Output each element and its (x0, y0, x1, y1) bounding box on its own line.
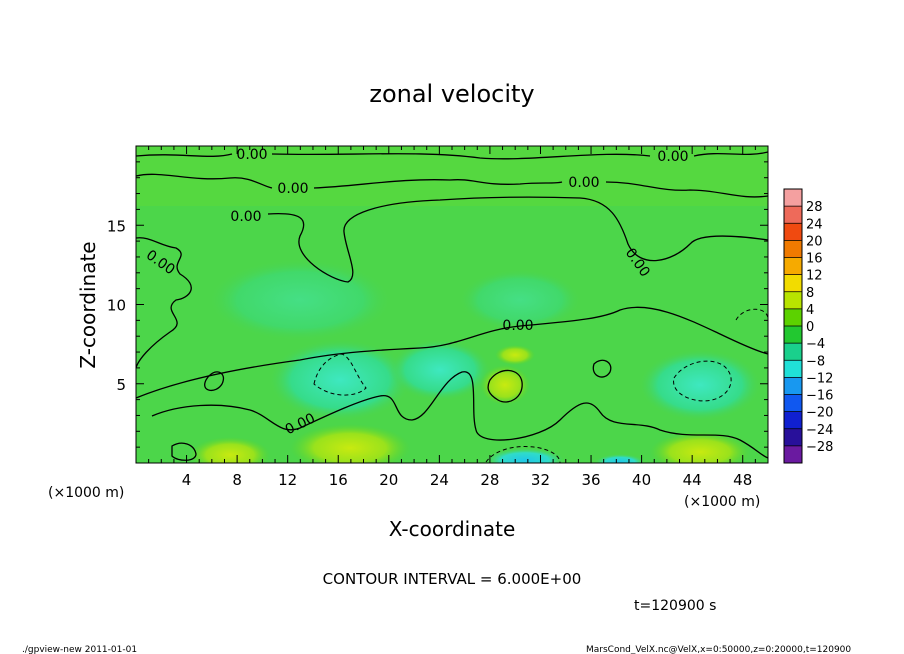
contour-blob (171, 442, 197, 461)
contour-label: 0.00 (277, 181, 308, 197)
field-cyan-region (460, 270, 580, 330)
x-tick-label: 36 (581, 471, 600, 489)
plot-area: 0.00 0.00 0.00 0.00 0.00 0.00 0.00 0.00 … (136, 146, 768, 463)
colorbar-label: −4 (806, 337, 825, 352)
contour-zero-mid (136, 306, 768, 399)
colorbar-swatch (784, 257, 802, 276)
field-cyan-region (270, 340, 410, 420)
colorbar-label: −12 (806, 371, 833, 386)
x-tick-label: 20 (379, 471, 398, 489)
colorbar-label: 4 (806, 303, 814, 318)
contour-negative (485, 446, 561, 463)
colorbar-label: 16 (806, 252, 823, 267)
contour-blob (487, 369, 523, 403)
colorbar-label: −20 (806, 406, 833, 421)
colorbar-swatch (784, 360, 802, 378)
contour-label: 0.00 (230, 209, 261, 225)
x-tick-label: 28 (480, 471, 499, 489)
x-tick-label: 12 (278, 471, 297, 489)
contour-negative (673, 360, 732, 402)
y-tick-label: 10 (107, 297, 126, 315)
colorbar: 28 24 20 16 12 8 4 0 −4 −8 −12 −16 −20 −24 −28 (783, 188, 833, 464)
field-yellow-region (480, 365, 530, 405)
field-yellow-region (650, 432, 750, 463)
x-tick-label: 24 (430, 471, 449, 489)
contour-zero-upper (136, 173, 768, 198)
colorbar-swatch (784, 189, 802, 207)
colorbar-swatch (784, 445, 802, 464)
colorbar-label: 12 (806, 269, 823, 284)
field-cyan-region (210, 260, 390, 340)
y-axis: 5 10 15 (107, 145, 768, 464)
colorbar-label: 24 (806, 217, 823, 232)
x-tick-label: 40 (632, 471, 651, 489)
colorbar-swatch (784, 428, 802, 447)
colorbar-label: 20 (806, 234, 823, 249)
contour-label: 0.00 (236, 147, 267, 163)
contour-zero-left (136, 237, 192, 369)
chart-title: zonal velocity (369, 80, 534, 108)
colorbar-label: −16 (806, 389, 833, 404)
colorbar-swatch (784, 291, 802, 310)
colorbar-swatch (784, 206, 802, 224)
field-yellow-region (495, 345, 535, 365)
field-upper-band (136, 146, 768, 206)
x-axis-label: X-coordinate (389, 517, 516, 541)
colorbar-swatch (784, 343, 802, 361)
colorbar-label: −8 (806, 354, 825, 369)
x-axis: 4 8 12 16 20 24 28 32 36 40 44 48 (135, 146, 769, 489)
x-tick-label: 32 (531, 471, 550, 489)
x-tick-label: 4 (182, 471, 192, 489)
field-blue-region (595, 454, 645, 463)
colorbar-swatch (784, 308, 802, 327)
colorbar-label: 0 (806, 320, 814, 335)
contour-interval: CONTOUR INTERVAL = 6.000E+00 (323, 570, 582, 588)
contour-label: 0.00 (502, 318, 533, 334)
footer-right: MarsCond_VelX.nc@VelX,x=0:50000,z=0:2000… (586, 645, 851, 654)
field-cyan-region (640, 350, 760, 420)
field-yellow-region (190, 437, 270, 463)
y-tick-label: 15 (107, 217, 126, 235)
colorbar-swatch (784, 240, 802, 258)
contour-zero-tongue (267, 196, 768, 283)
colorbar-swatch (784, 326, 802, 344)
x-tick-label: 44 (683, 471, 702, 489)
contour-zero-low (151, 371, 768, 459)
contour-blob (592, 359, 612, 378)
x-tick-label: 16 (329, 471, 348, 489)
contour-label: 0.00 (657, 149, 688, 165)
colorbar-swatch (784, 411, 802, 430)
colorbar-swatch (784, 377, 802, 395)
contour-label: 0.00 (568, 175, 599, 191)
field-yellow-region (290, 424, 410, 463)
colorbar-label: 28 (806, 200, 823, 215)
colorbar-swatch (784, 223, 802, 241)
x-tick-label: 48 (733, 471, 752, 489)
y-axis-label: Z-coordinate (76, 241, 100, 368)
contour-blob (204, 371, 225, 391)
field-cyan-region (390, 340, 490, 400)
y-tick-label: 5 (116, 376, 126, 394)
contour-negative (313, 353, 367, 396)
contour-lines-dashed (313, 308, 768, 463)
field-blue-region (485, 448, 565, 463)
x-tick-label: 8 (232, 471, 242, 489)
x-units-right: (×1000 m) (684, 494, 760, 510)
colorbar-swatch (784, 394, 802, 413)
time-label: t=120900 s (634, 598, 716, 614)
colorbar-swatch (784, 274, 802, 293)
x-units-left: (×1000 m) (48, 485, 124, 501)
contour-zero-top (136, 151, 768, 160)
colorbar-label: −24 (806, 423, 833, 438)
colorbar-label: 8 (806, 286, 814, 301)
contour-positive-high (735, 308, 768, 321)
footer-left: ./gpview-new 2011-01-01 (22, 645, 137, 654)
contour-lines (136, 151, 768, 461)
colorbar-label: −28 (806, 440, 833, 455)
